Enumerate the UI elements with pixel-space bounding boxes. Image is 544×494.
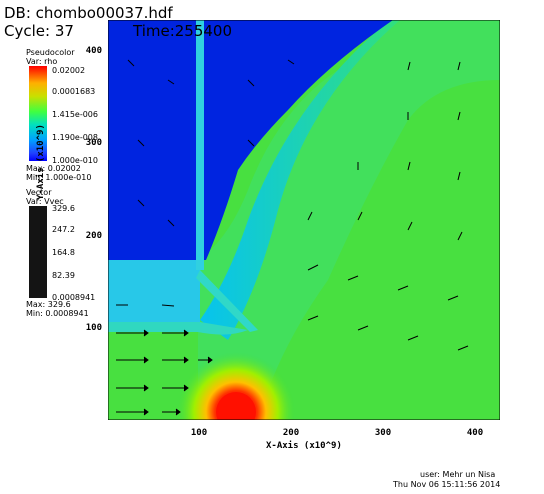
- vector-tick-label: 82.39: [52, 271, 75, 280]
- pseudocolor-tick-label: 1.000e-010: [52, 156, 98, 165]
- y-tick-label: 300: [85, 138, 102, 148]
- pseudocolor-legend-var: Var: rho: [26, 57, 58, 66]
- pseudocolor-tick-label: 0.02002: [52, 66, 86, 75]
- vector-tick-label: 247.2: [52, 225, 75, 234]
- pseudocolor-colorbar: [29, 66, 47, 161]
- vector-colorbar: [29, 206, 47, 298]
- y-tick-label: 400: [85, 46, 102, 56]
- database-title: DB: chombo00037.hdf: [4, 4, 173, 22]
- y-axis-label: Y-Axis (x10^9): [36, 124, 46, 200]
- vector-max: Max: 329.6: [26, 300, 71, 309]
- vector-legend-title: Vector: [26, 188, 52, 197]
- pseudocolor-min: Min: 1.000e-010: [26, 173, 92, 182]
- vector-tick-label: 0.0008941: [52, 293, 96, 302]
- vector-tick-label: 329.6: [52, 204, 75, 213]
- x-tick-label: 100: [190, 428, 208, 438]
- pseudocolor-tick-label: 1.190e-008: [52, 133, 98, 142]
- pseudocolor-max: Max: 0.02002: [26, 164, 81, 173]
- x-tick-label: 300: [374, 428, 392, 438]
- vector-tick-label: 164.8: [52, 248, 75, 257]
- vector-legend-var: Var: Vvec: [26, 197, 64, 206]
- x-axis-label: X-Axis (x10^9): [266, 441, 342, 451]
- pseudocolor-tick-label: 1.415e-006: [52, 110, 98, 119]
- time-label: Time:255400: [133, 22, 233, 40]
- vector-field: [116, 59, 469, 416]
- y-tick-label: 200: [85, 231, 102, 241]
- cycle-label: Cycle: 37: [4, 22, 74, 40]
- pseudocolor-plot: [108, 20, 500, 420]
- x-tick-label: 400: [466, 428, 484, 438]
- pseudocolor-legend-title: Pseudocolor: [26, 48, 75, 57]
- pseudocolor-tick-label: 0.0001683: [52, 87, 96, 96]
- x-tick-label: 200: [282, 428, 300, 438]
- vector-min: Min: 0.0008941: [26, 309, 89, 318]
- user-label: user: Mehr un Nisa: [420, 470, 496, 479]
- date-label: Thu Nov 06 15:11:56 2014: [393, 480, 501, 489]
- y-tick-label: 100: [85, 323, 102, 333]
